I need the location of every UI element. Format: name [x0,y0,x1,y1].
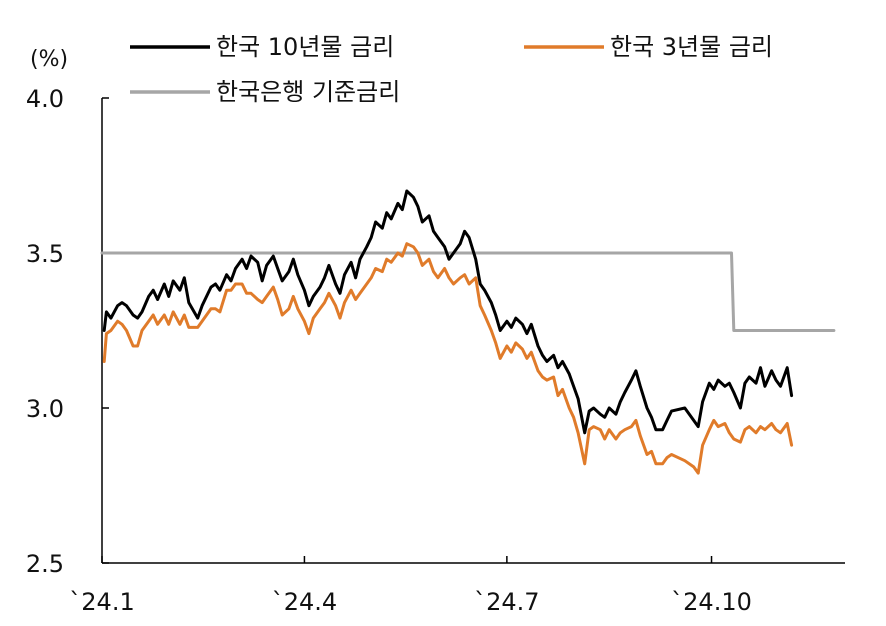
x-axis: `24.1 `24.4 `24.7 `24.10 [69,556,845,616]
legend-label-0: 한국 10년물 금리 [216,33,394,61]
x-tick-label: `24.7 [474,588,539,616]
series-line-0 [102,189,794,435]
x-tick-label: `24.4 [272,588,337,616]
legend-label-2: 한국은행 기준금리 [216,78,400,106]
y-tick-label: 2.5 [26,550,64,578]
legend-label-1: 한국 3년물 금리 [610,33,773,61]
y-axis-unit-label: (%) [30,47,68,72]
series-layer [100,189,836,475]
x-ticks: `24.1 `24.4 `24.7 `24.10 [69,556,752,616]
series-line-2 [100,251,836,332]
y-axis: (%) 4.0 3.5 3.0 2.5 [26,47,109,578]
y-ticks: 4.0 3.5 3.0 2.5 [26,85,109,578]
x-tick-label: `24.10 [671,588,752,616]
y-tick-label: 4.0 [26,85,64,113]
y-tick-label: 3.5 [26,240,64,268]
x-tick-label: `24.1 [69,588,134,616]
series-line-1 [102,242,794,475]
y-tick-label: 3.0 [26,395,64,423]
